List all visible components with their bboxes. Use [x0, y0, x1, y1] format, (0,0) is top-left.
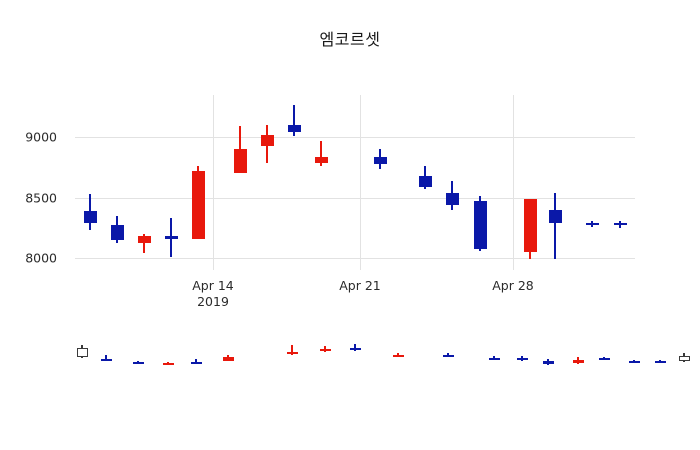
candlestick — [314, 95, 328, 270]
y-axis-tick-label: 9000 — [25, 129, 57, 145]
candlestick — [572, 325, 584, 375]
y-axis-tick-label: 8000 — [25, 250, 57, 266]
candlestick-wick — [447, 353, 449, 357]
candlestick-body — [319, 349, 331, 352]
candlestick-wick — [354, 344, 356, 351]
candlestick-body — [132, 361, 144, 364]
gridline-vertical — [213, 95, 214, 270]
candlestick-body — [572, 359, 584, 363]
candlestick — [445, 95, 459, 270]
candlestick-body — [191, 171, 205, 239]
candlestick — [83, 95, 97, 270]
chart-title: 엠코르셋 — [319, 30, 381, 49]
price-panel — [75, 95, 635, 270]
candlestick-wick — [320, 140, 322, 167]
candlestick — [164, 95, 178, 270]
candlestick-body — [445, 192, 459, 205]
candlestick-body — [542, 360, 554, 364]
candlestick-body — [392, 355, 404, 358]
candlestick-body — [523, 198, 537, 252]
x-axis-tick-label: Apr 14 2019 — [192, 278, 234, 309]
candlestick — [110, 95, 124, 270]
candlestick-wick — [633, 359, 635, 362]
candlestick-body — [260, 134, 274, 146]
candlestick-body — [162, 362, 174, 365]
candlestick — [585, 95, 599, 270]
candlestick-body — [110, 225, 124, 240]
candlestick — [678, 325, 690, 375]
candlestick — [287, 95, 301, 270]
candlestick — [542, 325, 554, 375]
candlestick-wick — [105, 355, 107, 361]
candlestick — [162, 325, 174, 375]
candlestick-body — [100, 359, 112, 362]
candlestick-body — [83, 210, 97, 223]
x-axis-tick-label: Apr 21 — [339, 278, 381, 293]
candlestick — [523, 95, 537, 270]
candlestick-body — [164, 236, 178, 239]
candlestick — [488, 325, 500, 375]
candlestick-body — [373, 156, 387, 164]
candlestick-body — [349, 348, 361, 351]
candlestick — [548, 95, 562, 270]
candlestick-body — [190, 362, 202, 365]
candlestick-body — [488, 357, 500, 360]
candlestick — [418, 95, 432, 270]
candlestick — [190, 325, 202, 375]
candlestick — [598, 325, 610, 375]
gridline-horizontal — [75, 257, 635, 259]
candlestick-wick — [195, 359, 197, 365]
gridline-horizontal — [75, 137, 635, 139]
candlestick-body — [628, 360, 640, 363]
candlestick — [442, 325, 454, 375]
candlestick — [628, 325, 640, 375]
candlestick — [222, 325, 234, 375]
candlestick-body — [76, 347, 88, 358]
candlestick-wick — [397, 353, 399, 357]
candlestick — [260, 95, 274, 270]
candlestick-body — [548, 209, 562, 223]
candlestick-wick — [293, 104, 295, 137]
candlestick — [132, 325, 144, 375]
candlestick — [349, 325, 361, 375]
candlestick — [100, 325, 112, 375]
candlestick-body — [233, 149, 247, 174]
candlestick — [233, 95, 247, 270]
candlestick-body — [286, 352, 298, 355]
candlestick-body — [222, 356, 234, 361]
candlestick — [76, 325, 88, 375]
gridline-vertical — [513, 95, 514, 270]
candlestick-body — [585, 222, 599, 225]
candlestick — [191, 95, 205, 270]
lower-panel — [75, 325, 690, 375]
candlestick-body — [598, 358, 610, 361]
candlestick-wick — [324, 346, 326, 353]
x-axis-tick-label: Apr 28 — [492, 278, 534, 293]
candlestick — [373, 95, 387, 270]
candlestick-body — [314, 156, 328, 163]
gridline-horizontal — [75, 197, 635, 199]
candlestick — [654, 325, 666, 375]
candlestick-body — [137, 236, 151, 244]
candlestick — [137, 95, 151, 270]
candlestick — [286, 325, 298, 375]
candlestick-body — [287, 125, 301, 133]
candlestick-body — [473, 201, 487, 250]
candlestick-body — [418, 175, 432, 187]
candlestick-body — [516, 357, 528, 360]
candlestick-wick — [554, 192, 556, 260]
candlestick — [319, 325, 331, 375]
candlestick — [392, 325, 404, 375]
candlestick-body — [442, 355, 454, 357]
candlestick — [613, 95, 627, 270]
candlestick-body — [678, 355, 690, 362]
candlestick — [516, 325, 528, 375]
candlestick-body — [613, 222, 627, 225]
gridline-vertical — [360, 95, 361, 270]
candlestick-wick — [291, 345, 293, 355]
candlestick — [473, 95, 487, 270]
y-axis-tick-label: 8500 — [25, 190, 57, 206]
candlestick-body — [654, 361, 666, 364]
